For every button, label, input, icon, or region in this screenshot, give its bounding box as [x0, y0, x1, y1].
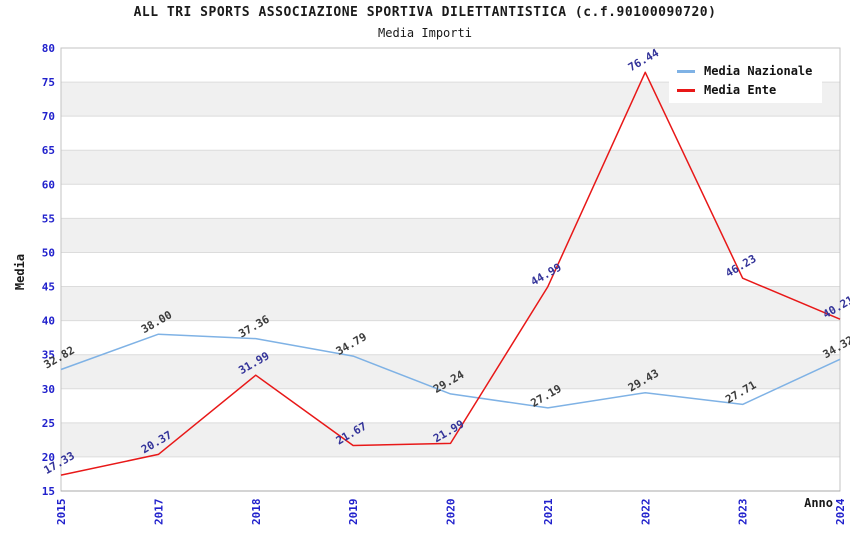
y-tick-label: 15	[42, 485, 55, 498]
y-tick-label: 25	[42, 417, 55, 430]
y-tick-label: 35	[42, 349, 55, 362]
x-tick-label: 2024	[834, 498, 847, 525]
y-tick-label: 30	[42, 383, 55, 396]
y-tick-label: 45	[42, 281, 55, 294]
x-tick-label: 2020	[445, 499, 458, 526]
x-tick-label: 2017	[152, 499, 165, 526]
legend-label: Media Nazionale	[704, 64, 813, 78]
legend-label: Media Ente	[704, 83, 777, 97]
legend-item-media-ente: Media Ente	[677, 83, 812, 97]
data-label: 44.99	[529, 261, 564, 289]
series-line-media-ente	[60, 71, 841, 476]
legend-swatch-media-ente	[677, 88, 695, 92]
data-label: 34.79	[334, 330, 369, 358]
x-tick-label: 2018	[250, 499, 263, 526]
grid-band	[61, 150, 840, 185]
legend-swatch-media-nazionale	[677, 69, 695, 73]
y-tick-label: 40	[42, 315, 55, 328]
x-tick-label: 2022	[639, 499, 652, 526]
x-tick-label: 2021	[542, 498, 555, 525]
y-tick-label: 65	[42, 144, 55, 157]
y-tick-label: 50	[42, 246, 55, 259]
y-tick-label: 80	[42, 42, 55, 55]
grid-band	[61, 354, 840, 389]
y-tick-label: 60	[42, 178, 55, 191]
x-tick-label: 2019	[347, 499, 360, 526]
x-tick-label: 2023	[737, 499, 750, 526]
chart-title: ALL TRI SPORTS ASSOCIAZIONE SPORTIVA DIL…	[133, 5, 717, 20]
legend-item-media-nazionale: Media Nazionale	[677, 64, 812, 78]
y-tick-label: 70	[42, 110, 55, 123]
series-line-media-nazionale	[60, 333, 841, 409]
grid-band	[61, 286, 840, 321]
data-label: 76.44	[626, 46, 662, 74]
legend: Media Nazionale Media Ente	[669, 58, 823, 103]
y-tick-label: 75	[42, 76, 55, 89]
y-tick-label: 20	[42, 451, 55, 464]
x-axis-title: Anno	[804, 496, 833, 510]
y-tick-label: 55	[42, 212, 55, 225]
y-axis-title: Media	[13, 254, 27, 290]
grid-band	[61, 218, 840, 253]
chart-subtitle: Media Importi	[378, 26, 472, 40]
x-tick-label: 2015	[55, 499, 68, 526]
